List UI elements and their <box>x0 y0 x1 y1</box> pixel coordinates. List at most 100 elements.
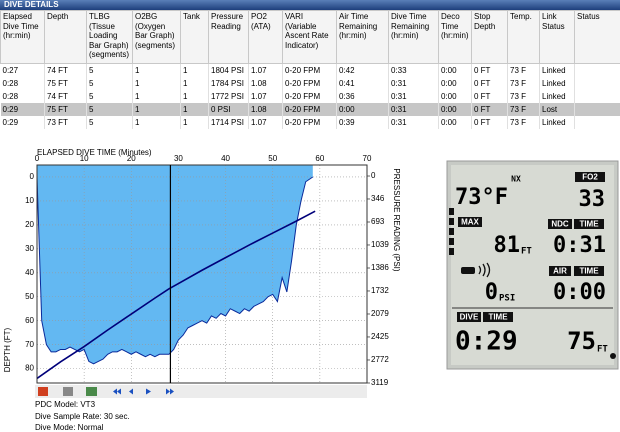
device-label: TIME <box>579 220 599 229</box>
table-cell: Lost <box>539 103 575 116</box>
table-cell: Linked <box>539 63 575 77</box>
table-cell: 0-20 FPM <box>282 77 337 90</box>
table-row[interactable]: 0:28 75 FT 5 1 1 1784 PSI 1.08 0-20 FPM 0:41 0:31… <box>0 77 620 90</box>
label-box <box>458 217 482 227</box>
table-cell: 0-20 FPM <box>282 63 337 77</box>
x-tick-label: 30 <box>174 154 183 163</box>
table-row[interactable]: 0:27 74 FT 5 1 1 1804 PSI 1.07 0-20 FPM 0:42 0:33… <box>0 63 620 77</box>
y2-tick-label: 1732 <box>371 286 389 295</box>
table-cell: 0:42 <box>336 63 389 77</box>
device-label: TIME <box>488 313 508 322</box>
y2-tick-label: 693 <box>371 217 385 226</box>
plot-frame <box>36 164 368 384</box>
footer-line: Dive Mode: Normal <box>35 423 104 432</box>
table-cell: Linked <box>539 90 575 103</box>
label-box <box>457 312 481 322</box>
table-cell: 1 <box>180 90 209 103</box>
footer-line: PDC Model: VT3 <box>35 400 96 409</box>
table-cell: 1772 PSI <box>208 90 249 103</box>
table-cell: 0:31 <box>388 90 439 103</box>
y-tick-label: 20 <box>25 220 34 229</box>
table-cell <box>574 77 620 90</box>
table-cell: 0-20 FPM <box>282 90 337 103</box>
table-cell: 0:27 <box>0 63 45 77</box>
column-header: Temp. <box>507 10 540 64</box>
column-header: Pressure Reading <box>208 10 249 64</box>
device-temp: 73°F <box>455 185 508 210</box>
column-header: VARI (Variable Ascent Rate Indicator) <box>282 10 337 64</box>
table-cell: 0:31 <box>388 116 439 129</box>
table-cell: 0 PSI <box>208 103 249 116</box>
y2-axis-label: PRESSURE READING (PSI) <box>392 168 401 271</box>
transmitter-icon <box>461 262 491 278</box>
device-ndc: 0:31 <box>553 233 606 258</box>
table-cell: 1804 PSI <box>208 63 249 77</box>
x-tick-label: 0 <box>35 154 40 163</box>
table-cell: 0:31 <box>388 77 439 90</box>
table-cell: 75 FT <box>44 77 87 90</box>
table-cell: 75 FT <box>44 103 87 116</box>
column-header: O2BG (Oxygen Bar Graph) (segments) <box>132 10 181 64</box>
y2-tick-label: 1386 <box>371 263 389 272</box>
y2-tick-label: 2772 <box>371 355 389 364</box>
column-header: Stop Depth <box>471 10 508 64</box>
table-cell: 0 FT <box>471 116 508 129</box>
table-cell: 1 <box>180 116 209 129</box>
y2-tick-label: 2425 <box>371 332 389 341</box>
device-air-time: 0:00 <box>553 280 606 305</box>
table-cell: 1 <box>180 63 209 77</box>
x-tick-label: 50 <box>268 154 277 163</box>
table-cell: Linked <box>539 77 575 90</box>
device-unit: FT <box>597 345 608 355</box>
label-box <box>574 266 604 276</box>
table-row[interactable]: 0:28 74 FT 5 1 1 1772 PSI 1.07 0-20 FPM 0:36 0:31… <box>0 90 620 103</box>
device-lcd <box>451 165 614 365</box>
table-cell: 1714 PSI <box>208 116 249 129</box>
y-tick-label: 0 <box>30 172 35 181</box>
table-cell: 5 <box>86 116 133 129</box>
x-tick-label: 40 <box>221 154 230 163</box>
table-cell: 0:29 <box>0 103 45 116</box>
table-cell: 1 <box>180 103 209 116</box>
table-cell: 73 F <box>507 116 540 129</box>
table-cell: 73 F <box>507 77 540 90</box>
table-cell: 73 FT <box>44 116 87 129</box>
table-cell: 1784 PSI <box>208 77 249 90</box>
y-tick-label: 80 <box>25 364 34 373</box>
y-tick-label: 70 <box>25 340 34 349</box>
toolbar-buttons[interactable] <box>38 387 174 396</box>
table-cell: 5 <box>86 77 133 90</box>
table-cell: 73 F <box>507 103 540 116</box>
label-box <box>483 312 513 322</box>
device-unit: FT <box>521 247 532 257</box>
device-label: NDC <box>551 220 569 229</box>
table-row[interactable]: 0:29 73 FT 5 1 1 1714 PSI 1.07 0-20 FPM 0:39 0:31… <box>0 116 620 129</box>
x-tick-label: 70 <box>363 154 372 163</box>
y2-tick-label: 3119 <box>371 378 389 387</box>
column-header: Deco Time (hr:min) <box>438 10 472 64</box>
y2-tick-label: 346 <box>371 194 385 203</box>
footer-line: Dive Sample Rate: 30 sec. <box>35 412 130 421</box>
x-tick-label: 60 <box>315 154 324 163</box>
table-cell: 0-20 FPM <box>282 103 337 116</box>
table-cell <box>574 103 620 116</box>
table-cell: Linked <box>539 116 575 129</box>
y2-tick-label: 0 <box>371 171 376 180</box>
table-row[interactable]: 0:29 75 FT 5 1 1 0 PSI 1.08 0-20 FPM 0:00 0:31 0:0… <box>0 103 620 116</box>
table-cell: 1.08 <box>248 103 283 116</box>
table-cell <box>574 90 620 103</box>
depth-area <box>37 165 313 364</box>
y-tick-label: 40 <box>25 268 34 277</box>
label-box <box>548 219 572 229</box>
column-header: Air Time Remaining (hr:min) <box>336 10 389 64</box>
table-cell: 1 <box>132 116 181 129</box>
table-cell: 0 FT <box>471 103 508 116</box>
device-dive-time: 0:29 <box>455 327 518 357</box>
device-label: FO2 <box>582 173 598 182</box>
column-header: Tank <box>180 10 209 64</box>
table-cell: 1.08 <box>248 77 283 90</box>
table-cell: 1 <box>180 77 209 90</box>
table-cell: 0:00 <box>438 90 472 103</box>
device-fo2: 33 <box>579 187 606 212</box>
